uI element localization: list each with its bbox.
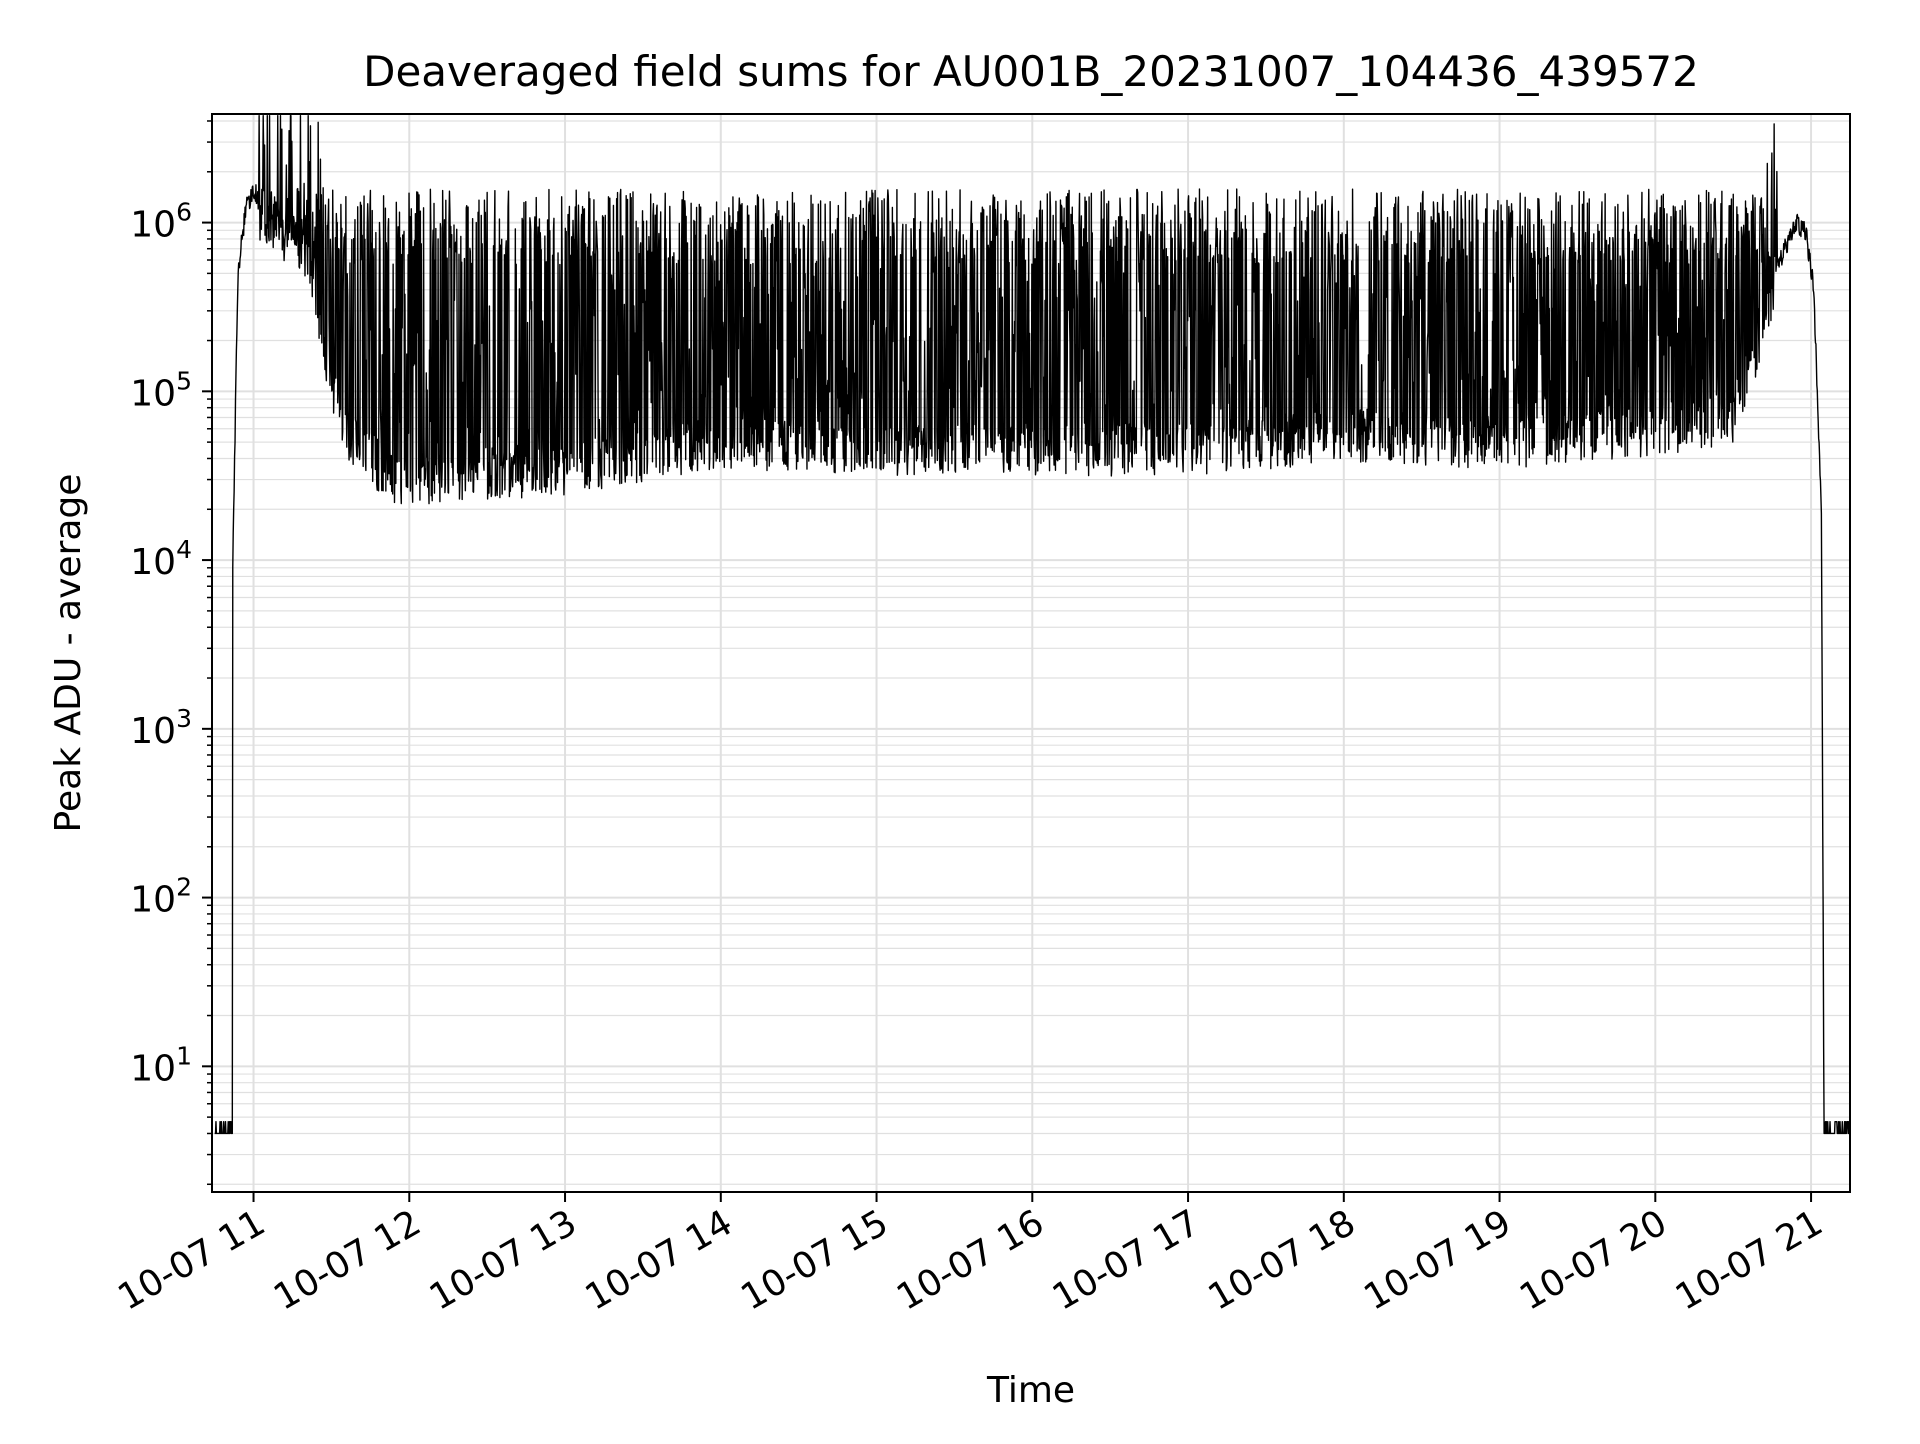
y-tick-label: 106 xyxy=(130,198,192,246)
plot-frame xyxy=(211,113,1851,1193)
y-tick-label: 101 xyxy=(130,1041,192,1089)
plot-data xyxy=(214,114,1851,1135)
y-axis-label: Peak ADU - average xyxy=(48,474,89,833)
chart-title: Deaveraged field sums for AU001B_2023100… xyxy=(363,47,1699,96)
x-axis-label: Time xyxy=(986,1370,1075,1411)
y-tick-label: 102 xyxy=(130,873,192,921)
y-tick-label: 104 xyxy=(130,535,192,583)
y-tick-label: 103 xyxy=(130,704,192,752)
y-tick-label: 105 xyxy=(130,366,192,414)
series-line xyxy=(214,114,1851,1135)
